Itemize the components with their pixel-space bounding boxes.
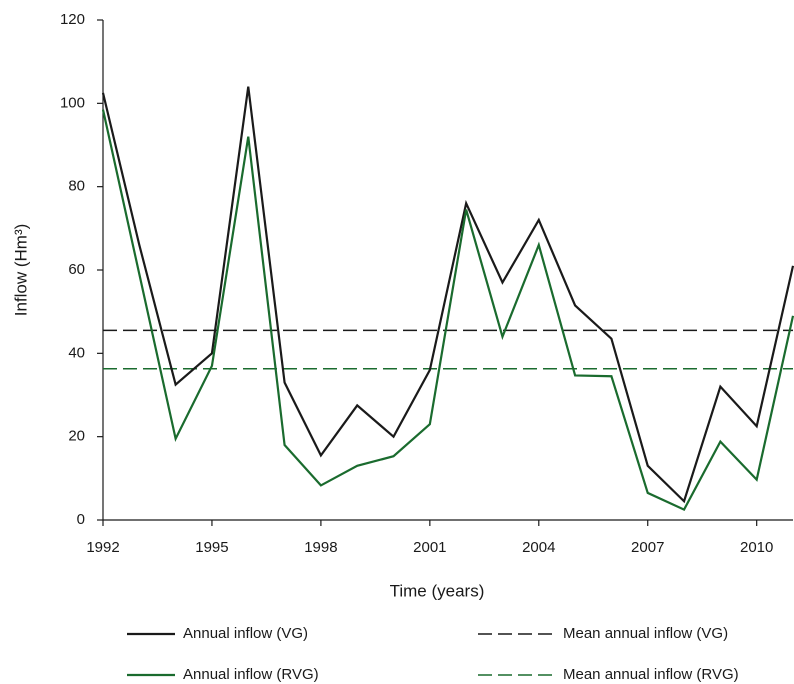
- legend-label: Mean annual inflow (RVG): [563, 666, 739, 683]
- series-line: [101, 86, 794, 504]
- y-tick-label: 80: [68, 178, 85, 195]
- legend-label: Annual inflow (RVG): [183, 666, 319, 683]
- series-line: [101, 109, 794, 512]
- x-tick-label: 1992: [86, 539, 119, 556]
- x-tick-label: 2001: [413, 539, 446, 556]
- y-tick-label: 40: [68, 344, 85, 361]
- x-tick-label: 1998: [304, 539, 337, 556]
- x-tick-label: 2010: [740, 539, 773, 556]
- y-tick-label: 0: [77, 511, 85, 528]
- x-tick-label: 1995: [195, 539, 228, 556]
- y-tick-label: 20: [68, 428, 85, 445]
- legend-label: Mean annual inflow (VG): [563, 625, 728, 642]
- legend-label: Annual inflow (VG): [183, 625, 308, 642]
- y-tick-label: 60: [68, 261, 85, 278]
- x-tick-label: 2004: [522, 539, 555, 556]
- x-tick-label: 2007: [631, 539, 664, 556]
- y-tick-label: 100: [60, 94, 85, 111]
- x-axis-label: Time (years): [390, 581, 485, 600]
- y-tick-label: 120: [60, 11, 85, 28]
- y-axis-label: Inflow (Hm³): [11, 224, 30, 317]
